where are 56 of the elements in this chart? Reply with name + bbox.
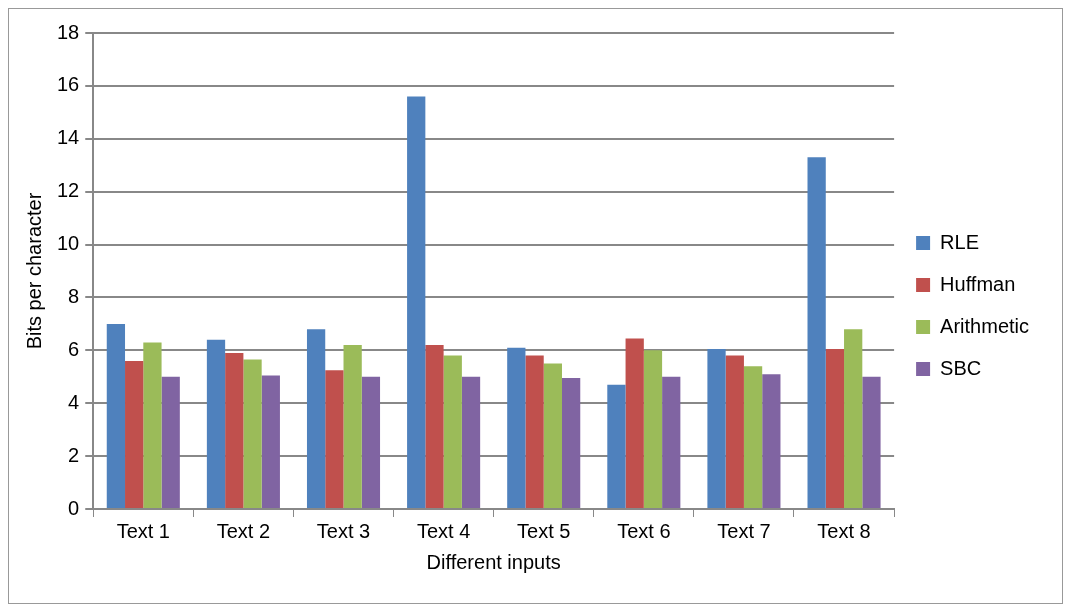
x-tick-label: Text 5 (517, 519, 571, 542)
legend-label: Huffman (940, 272, 1016, 295)
bar (125, 360, 144, 508)
bar (844, 329, 863, 508)
legend-label: RLE (940, 230, 979, 253)
bar (161, 376, 180, 508)
y-axis-title: Bits per character (22, 192, 45, 350)
bar (325, 370, 344, 508)
y-tick-label: 14 (57, 126, 80, 149)
y-tick-label: 6 (68, 337, 80, 360)
bar (862, 376, 881, 508)
bar (607, 384, 626, 508)
x-tick-label: Text 6 (617, 519, 671, 542)
legend-label: Arithmetic (940, 314, 1029, 337)
bar (525, 355, 544, 508)
bar (343, 345, 362, 508)
x-tick-label: Text 4 (416, 519, 471, 542)
bar (807, 157, 826, 508)
bar (425, 345, 444, 508)
x-axis-title: Different inputs (426, 550, 561, 573)
bar (543, 363, 562, 508)
bar (725, 355, 744, 508)
bar (106, 323, 126, 508)
x-tick-label: Text 7 (717, 519, 771, 542)
bar (225, 352, 244, 508)
bar (825, 349, 845, 508)
bar (143, 342, 162, 508)
bar (243, 359, 262, 508)
y-tick-label: 10 (57, 232, 80, 255)
y-tick-label: 16 (57, 73, 80, 96)
bar (461, 376, 481, 508)
legend-label: SBC (940, 356, 982, 379)
bar (625, 338, 644, 508)
bar (707, 349, 726, 508)
y-tick-label: 12 (57, 179, 80, 202)
x-tick-label: Text 2 (216, 519, 271, 542)
bar (361, 376, 381, 508)
y-tick-label: 4 (68, 390, 80, 413)
bar (643, 350, 663, 508)
bar (443, 355, 462, 508)
x-tick-label: Text 1 (116, 519, 170, 542)
bar (507, 347, 526, 508)
y-tick-label: 0 (68, 496, 80, 519)
bar (762, 374, 781, 508)
x-tick-label: Text 3 (316, 519, 371, 542)
bar (561, 378, 581, 508)
y-tick-label: 18 (57, 20, 80, 43)
bar (407, 96, 426, 508)
bar (743, 366, 763, 508)
y-tick-label: 2 (68, 443, 80, 466)
bar (206, 339, 226, 508)
bar (261, 375, 280, 508)
bar (306, 329, 326, 508)
y-tick-label: 8 (68, 284, 80, 307)
x-tick-label: Text 8 (817, 519, 871, 542)
bar (662, 376, 681, 508)
